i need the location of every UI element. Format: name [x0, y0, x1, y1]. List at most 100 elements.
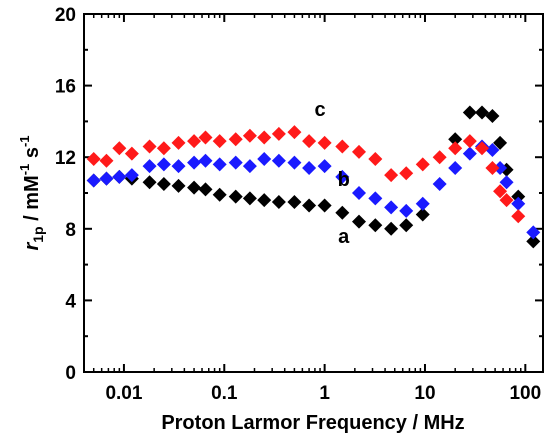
data-point-a: [212, 187, 227, 202]
data-point-a: [171, 178, 186, 193]
y-axis-title-symbol: r: [21, 242, 43, 251]
data-point-c: [351, 144, 366, 159]
y-axis-title-exp2: -1: [17, 135, 32, 147]
data-point-a: [287, 194, 302, 209]
data-point-a: [317, 198, 332, 213]
data-point-c: [212, 134, 227, 149]
y-axis-title: r1p / mM-1 s-1: [17, 135, 46, 250]
data-point-b: [368, 191, 383, 206]
y-axis-title-unit: / mM: [21, 175, 43, 226]
data-point-a: [384, 221, 399, 236]
data-point-c: [432, 150, 447, 165]
data-point-a: [302, 198, 317, 213]
data-point-c: [99, 153, 114, 168]
series-annotations: a b c: [314, 99, 350, 248]
data-point-b: [156, 157, 171, 172]
data-point-c: [187, 134, 202, 149]
data-point-c: [257, 130, 272, 145]
x-tick-label: 1: [319, 383, 330, 404]
y-axis-title-exp1: -1: [17, 164, 32, 176]
data-point-a: [526, 234, 541, 249]
data-point-a: [351, 214, 366, 229]
x-tick-label: 0.1: [211, 383, 238, 404]
data-point-b: [448, 160, 463, 175]
data-point-b: [257, 151, 272, 166]
y-axis-title-subscript: 1p: [30, 226, 46, 242]
data-point-a: [415, 207, 430, 222]
data-point-b: [462, 146, 477, 161]
data-point-a: [271, 194, 286, 209]
y-tick-label: 8: [65, 220, 76, 241]
data-point-b: [485, 143, 500, 158]
data-point-a: [493, 135, 508, 150]
data-point-a: [198, 182, 213, 197]
data-point-c: [485, 160, 500, 175]
data-point-c: [448, 141, 463, 156]
y-tick-label: 4: [65, 291, 76, 312]
data-point-b: [112, 169, 127, 184]
data-point-c: [493, 184, 508, 199]
data-point-b: [86, 173, 101, 188]
data-point-c: [384, 168, 399, 183]
y-tick-label: 0: [65, 363, 76, 384]
data-point-b: [142, 159, 157, 174]
data-point-b: [99, 171, 114, 186]
data-point-a: [485, 109, 500, 124]
data-point-a: [462, 105, 477, 120]
data-point-a: [399, 218, 414, 233]
series-a: [86, 105, 541, 249]
data-point-c: [124, 146, 139, 161]
data-point-b: [187, 155, 202, 170]
series-label-b: b: [338, 169, 350, 191]
data-point-b: [302, 160, 317, 175]
axis-ticks: [84, 13, 543, 373]
series-c: [86, 125, 526, 224]
series-label-a: a: [338, 226, 350, 248]
data-point-a: [368, 218, 383, 233]
x-tick-label: 100: [509, 383, 541, 404]
data-point-c: [198, 130, 213, 145]
data-point-c: [112, 141, 127, 156]
data-point-c: [228, 132, 243, 147]
data-point-b: [271, 153, 286, 168]
y-tick-label: 12: [55, 148, 76, 169]
data-point-a: [187, 180, 202, 195]
data-point-b: [432, 177, 447, 192]
data-point-b: [384, 200, 399, 215]
series-label-c: c: [314, 99, 325, 121]
data-point-b: [493, 160, 508, 175]
data-point-c: [368, 151, 383, 166]
data-point-c: [156, 141, 171, 156]
data-marks: [86, 105, 541, 249]
data-point-c: [317, 135, 332, 150]
data-point-a: [156, 177, 171, 192]
data-point-a: [242, 191, 257, 206]
data-point-b: [415, 196, 430, 211]
data-point-b: [526, 225, 541, 240]
data-point-c: [462, 134, 477, 149]
data-point-c: [302, 134, 317, 149]
data-point-c: [86, 151, 101, 166]
data-point-a: [335, 205, 350, 220]
data-point-b: [399, 203, 414, 218]
tick-labels: 0 4 8 12 16 20 0.01 0.1 1 10 100: [55, 5, 541, 404]
x-tick-label: 0.01: [105, 383, 142, 404]
data-point-c: [335, 139, 350, 154]
data-point-c: [415, 157, 430, 172]
data-point-b: [198, 153, 213, 168]
data-point-b: [335, 169, 350, 184]
data-point-c: [287, 125, 302, 140]
data-point-b: [287, 155, 302, 170]
data-point-a: [257, 193, 272, 208]
data-point-b: [124, 168, 139, 183]
data-point-c: [511, 209, 526, 224]
data-point-a: [142, 175, 157, 190]
series-b: [86, 139, 541, 240]
plot-frame: [83, 13, 544, 373]
data-point-c: [399, 166, 414, 181]
data-point-b: [228, 155, 243, 170]
y-tick-label: 20: [55, 5, 76, 26]
y-tick-label: 16: [55, 77, 76, 98]
data-point-c: [142, 139, 157, 154]
